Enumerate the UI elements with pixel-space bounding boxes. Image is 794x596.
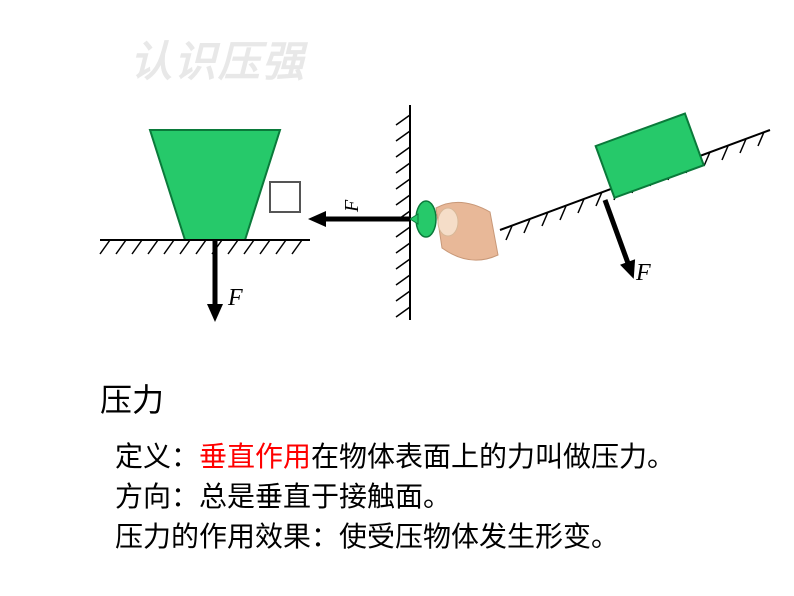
diagram-incline: F — [500, 114, 770, 286]
def2-label: 方向： — [115, 482, 199, 513]
def1-label: 定义： — [115, 442, 199, 473]
def3-label: 压力的作用效果： — [115, 522, 339, 553]
subtitle: 压力 — [100, 375, 164, 421]
diagram-wall: F — [308, 105, 498, 320]
force-label-2: F — [341, 199, 363, 213]
force-arrow-3 — [605, 200, 629, 266]
force-label-1: F — [227, 285, 243, 311]
diagram-ground: F — [100, 130, 310, 322]
ground-hatching — [100, 240, 302, 254]
page-title: 认识压强 — [130, 28, 306, 89]
definition-line-2: 方向：总是垂直于接触面。 — [115, 475, 451, 515]
trapezoid-shape — [150, 130, 280, 240]
pin-head — [416, 201, 436, 237]
finger-icon — [436, 202, 498, 260]
definition-line-1: 定义：垂直作用在物体表面上的力叫做压力。 — [115, 435, 675, 475]
def1-highlight: 垂直作用 — [199, 442, 311, 473]
force-label-3: F — [635, 260, 651, 286]
wall-hatching — [396, 115, 410, 317]
block-shape — [596, 114, 704, 198]
def3-text: 使受压物体发生形变。 — [339, 522, 619, 553]
pressure-diagrams: F F — [0, 100, 794, 360]
definition-line-3: 压力的作用效果：使受压物体发生形变。 — [115, 515, 619, 555]
def2-text: 总是垂直于接触面。 — [199, 482, 451, 513]
def1-rest: 在物体表面上的力叫做压力。 — [311, 442, 675, 473]
